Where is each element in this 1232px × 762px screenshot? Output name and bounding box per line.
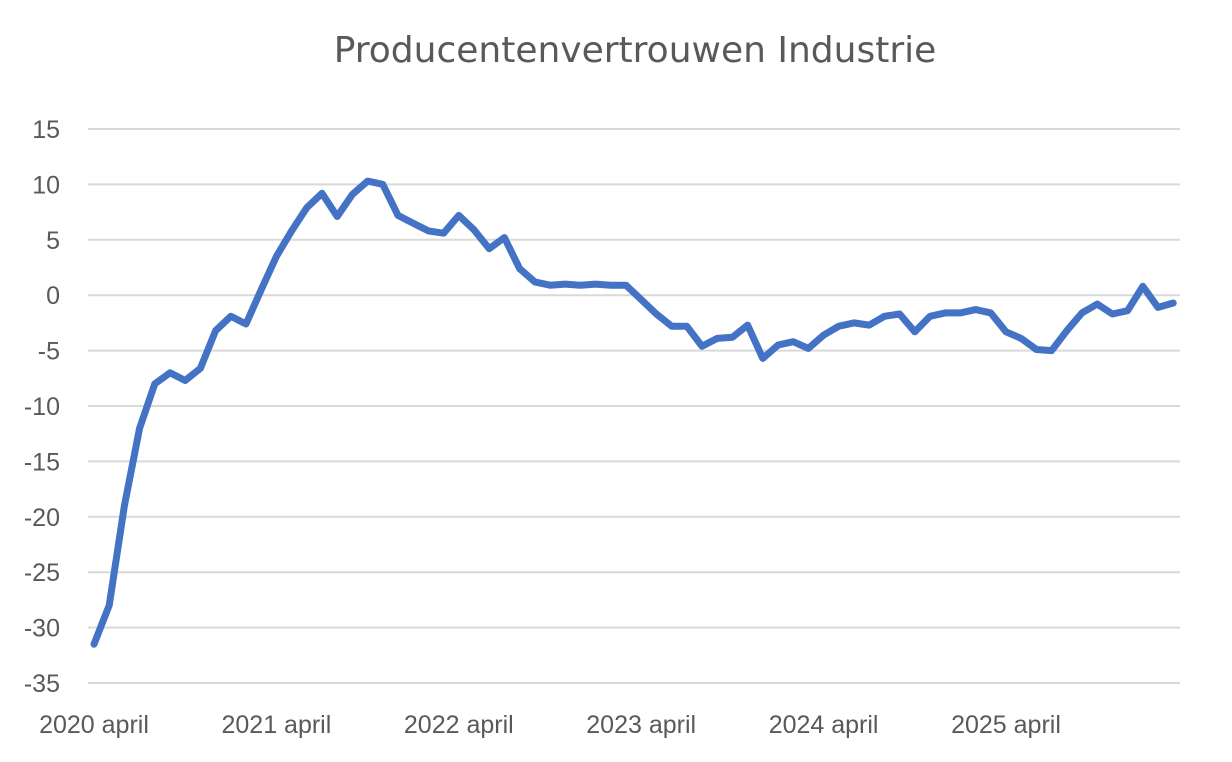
y-tick-label: 10 <box>32 171 60 199</box>
x-tick-label: 2023 april <box>586 711 696 739</box>
x-tick-label: 2024 april <box>769 711 879 739</box>
gridlines <box>88 128 1180 684</box>
y-tick-label: -10 <box>24 393 60 421</box>
y-tick-label: 5 <box>46 227 60 255</box>
y-tick-label: -35 <box>24 670 60 698</box>
chart-title: Producentenvertrouwen Industrie <box>333 30 937 71</box>
series-line <box>90 177 1177 648</box>
y-tick-label: -25 <box>24 559 60 587</box>
y-tick-label: 0 <box>46 282 60 310</box>
y-tick-label: -20 <box>24 504 60 532</box>
y-tick-label: -30 <box>24 615 60 643</box>
y-tick-label: -5 <box>38 338 60 366</box>
y-tick-label: -15 <box>24 448 60 476</box>
x-tick-label: 2022 april <box>404 711 514 739</box>
y-axis-tick-labels: 15 10 5 0 -5 -10 -15 -20 -25 -30 -35 <box>24 116 60 698</box>
x-axis-tick-labels: 2020 april 2021 april 2022 april 2023 april… <box>39 711 1061 739</box>
x-tick-label: 2021 april <box>221 711 331 739</box>
y-tick-label: 15 <box>32 116 60 144</box>
x-tick-label: 2025 april <box>951 711 1061 739</box>
x-tick-label: 2020 april <box>39 711 149 739</box>
